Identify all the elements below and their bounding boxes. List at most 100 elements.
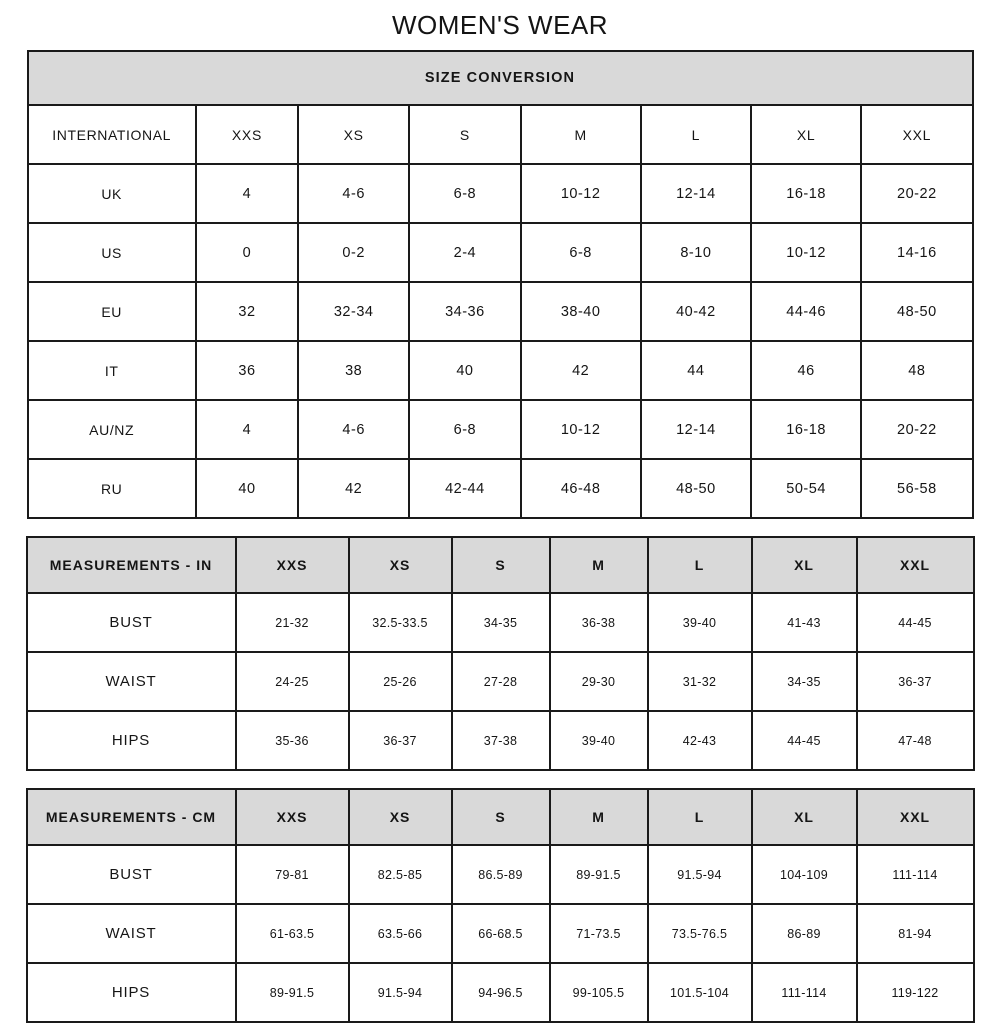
cell-cm-bust-xxl: 111-114 (855, 844, 975, 905)
column-header-xxs: XXS (194, 104, 300, 165)
cell-cm-waist-xxl: 81-94 (855, 903, 975, 964)
cell-cm-waist-xs: 63.5-66 (347, 903, 453, 964)
table-row: WAIST 61-63.5 63.5-66 66-68.5 71-73.5 73… (25, 903, 975, 964)
cell-uk-s: 6-8 (408, 163, 522, 224)
table-row: IT 36 38 40 42 44 46 48 (26, 340, 974, 401)
cell-uk-xxs: 4 (194, 163, 300, 224)
column-header-in-xs: XS (347, 536, 453, 594)
column-header-in-s: S (450, 536, 551, 594)
row-label-cm-waist: WAIST (25, 903, 237, 964)
cell-aunz-m: 10-12 (519, 399, 642, 460)
cell-us-xs: 0-2 (297, 222, 411, 283)
cell-cm-bust-xs: 82.5-85 (347, 844, 453, 905)
table-row: HIPS 89-91.5 91.5-94 94-96.5 99-105.5 10… (25, 962, 975, 1023)
cell-ru-m: 46-48 (519, 458, 642, 519)
size-conversion-table: SIZE CONVERSION INTERNATIONAL XXS XS S M… (26, 50, 974, 519)
cell-us-s: 2-4 (408, 222, 522, 283)
row-label-ru: RU (26, 458, 197, 519)
cell-us-xxs: 0 (194, 222, 300, 283)
cell-uk-xxl: 20-22 (860, 163, 974, 224)
cell-in-bust-l: 39-40 (646, 592, 753, 653)
column-header-cm-xxs: XXS (234, 788, 350, 846)
size-chart-page: WOMEN'S WEAR SIZE CONVERSION INTERNATION… (25, 10, 975, 1023)
cell-in-waist-xl: 34-35 (750, 651, 858, 712)
row-label-it: IT (26, 340, 197, 401)
row-label-us: US (26, 222, 197, 283)
cell-it-l: 44 (639, 340, 752, 401)
cell-aunz-xs: 4-6 (297, 399, 411, 460)
column-header-l: L (639, 104, 752, 165)
cell-ru-xxl: 56-58 (860, 458, 974, 519)
cell-in-hips-xs: 36-37 (347, 710, 453, 771)
table-row: AU/NZ 4 4-6 6-8 10-12 12-14 16-18 20-22 (26, 399, 974, 460)
column-header-cm-xl: XL (750, 788, 858, 846)
row-label-uk: UK (26, 163, 197, 224)
cell-eu-xs: 32-34 (297, 281, 411, 342)
table-row: HIPS 35-36 36-37 37-38 39-40 42-43 44-45… (25, 710, 975, 771)
cell-in-waist-l: 31-32 (646, 651, 753, 712)
table-row: UK 4 4-6 6-8 10-12 12-14 16-18 20-22 (26, 163, 974, 224)
column-header-in-l: L (646, 536, 753, 594)
column-header-in-xxs: XXS (234, 536, 350, 594)
cell-eu-l: 40-42 (639, 281, 752, 342)
table-row: EU 32 32-34 34-36 38-40 40-42 44-46 48-5… (26, 281, 974, 342)
cell-us-xl: 10-12 (749, 222, 863, 283)
table-row: BUST 21-32 32.5-33.5 34-35 36-38 39-40 4… (25, 592, 975, 653)
cell-in-waist-m: 29-30 (548, 651, 649, 712)
cell-cm-waist-xl: 86-89 (750, 903, 858, 964)
row-label-in-waist: WAIST (25, 651, 237, 712)
cell-cm-waist-s: 66-68.5 (450, 903, 551, 964)
cell-cm-bust-l: 91.5-94 (646, 844, 753, 905)
cell-in-bust-xs: 32.5-33.5 (347, 592, 453, 653)
cell-in-hips-m: 39-40 (548, 710, 649, 771)
column-header-cm-xxl: XXL (855, 788, 975, 846)
cell-it-xxs: 36 (194, 340, 300, 401)
cell-us-m: 6-8 (519, 222, 642, 283)
cell-in-hips-l: 42-43 (646, 710, 753, 771)
column-header-m: M (519, 104, 642, 165)
cell-cm-waist-xxs: 61-63.5 (234, 903, 350, 964)
cell-cm-bust-xxs: 79-81 (234, 844, 350, 905)
table-row: RU 40 42 42-44 46-48 48-50 50-54 56-58 (26, 458, 974, 519)
cell-cm-bust-xl: 104-109 (750, 844, 858, 905)
cell-ru-xs: 42 (297, 458, 411, 519)
cell-uk-xs: 4-6 (297, 163, 411, 224)
table-row: WAIST 24-25 25-26 27-28 29-30 31-32 34-3… (25, 651, 975, 712)
cell-in-bust-m: 36-38 (548, 592, 649, 653)
row-label-cm-bust: BUST (25, 844, 237, 905)
cell-aunz-xxl: 20-22 (860, 399, 974, 460)
measurements-in-table: MEASUREMENTS - IN XXS XS S M L XL XXL BU… (25, 536, 975, 771)
cell-cm-waist-l: 73.5-76.5 (646, 903, 753, 964)
cell-cm-hips-xs: 91.5-94 (347, 962, 453, 1023)
cell-it-s: 40 (408, 340, 522, 401)
cell-cm-bust-s: 86.5-89 (450, 844, 551, 905)
cell-uk-m: 10-12 (519, 163, 642, 224)
cell-in-bust-xxl: 44-45 (855, 592, 975, 653)
row-label-cm-hips: HIPS (25, 962, 237, 1023)
cell-us-l: 8-10 (639, 222, 752, 283)
size-conversion-banner-row: SIZE CONVERSION (26, 50, 974, 106)
cell-uk-l: 12-14 (639, 163, 752, 224)
cell-in-hips-s: 37-38 (450, 710, 551, 771)
cell-in-bust-xl: 41-43 (750, 592, 858, 653)
cell-eu-xxl: 48-50 (860, 281, 974, 342)
row-label-in-hips: HIPS (25, 710, 237, 771)
cell-cm-hips-m: 99-105.5 (548, 962, 649, 1023)
measurements-cm-header-row: MEASUREMENTS - CM XXS XS S M L XL XXL (25, 788, 975, 846)
cell-cm-hips-xl: 111-114 (750, 962, 858, 1023)
column-header-in-xxl: XXL (855, 536, 975, 594)
cell-cm-bust-m: 89-91.5 (548, 844, 649, 905)
cell-ru-xxs: 40 (194, 458, 300, 519)
cell-aunz-s: 6-8 (408, 399, 522, 460)
cell-in-bust-s: 34-35 (450, 592, 551, 653)
cell-ru-xl: 50-54 (749, 458, 863, 519)
cell-uk-xl: 16-18 (749, 163, 863, 224)
page-title: WOMEN'S WEAR (391, 10, 609, 40)
column-header-s: S (408, 104, 522, 165)
column-header-international: INTERNATIONAL (26, 104, 197, 165)
cell-it-m: 42 (519, 340, 642, 401)
cell-cm-hips-xxl: 119-122 (855, 962, 975, 1023)
row-label-aunz: AU/NZ (26, 399, 197, 460)
size-conversion-banner: SIZE CONVERSION (26, 50, 974, 106)
column-header-measurements-cm: MEASUREMENTS - CM (25, 788, 237, 846)
